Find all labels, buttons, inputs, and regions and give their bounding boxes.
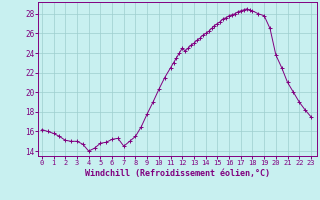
X-axis label: Windchill (Refroidissement éolien,°C): Windchill (Refroidissement éolien,°C) <box>85 169 270 178</box>
